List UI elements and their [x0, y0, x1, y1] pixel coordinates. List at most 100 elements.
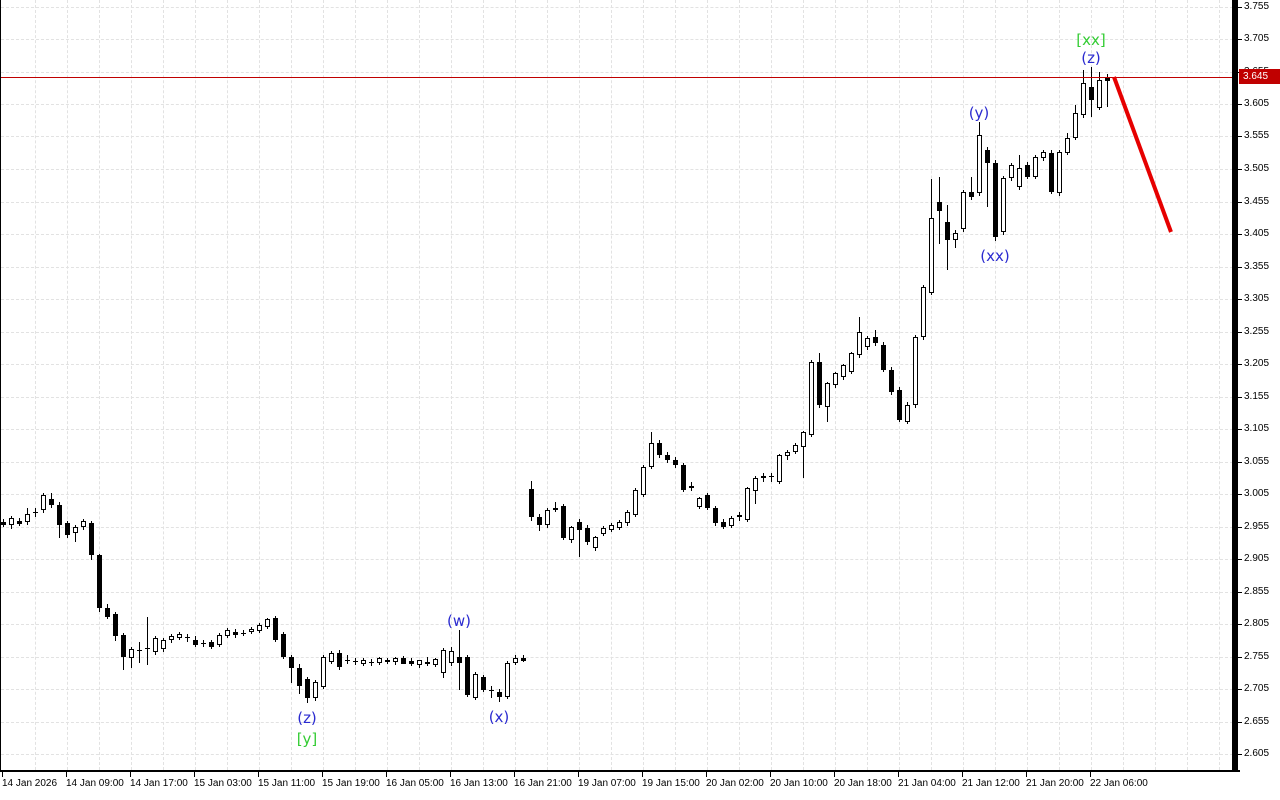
candle-body	[665, 455, 670, 460]
price-label: 2.905	[1244, 553, 1270, 564]
horizontal-price-line[interactable]	[1, 77, 1233, 78]
gridline-horizontal	[1, 104, 1233, 105]
candle-body	[937, 202, 942, 211]
candle-body	[33, 512, 38, 513]
candle-body	[249, 629, 254, 632]
candle-body	[97, 555, 102, 608]
candle-body	[553, 508, 558, 510]
time-tick	[898, 772, 899, 777]
wave-label-z[interactable]: (z)	[1081, 49, 1101, 67]
price-tick	[1238, 527, 1242, 528]
gridline-vertical	[547, 0, 548, 770]
wave-label-w[interactable]: (w)	[447, 612, 471, 630]
gridline-horizontal	[1, 169, 1233, 170]
gridline-horizontal	[1, 39, 1233, 40]
gridline-horizontal	[1, 267, 1233, 268]
price-axis-bar	[1232, 0, 1238, 772]
price-tick	[1238, 754, 1242, 755]
price-tick	[1238, 234, 1242, 235]
candle-body	[497, 692, 502, 697]
price-label: 3.205	[1244, 358, 1270, 369]
gridline-vertical	[419, 0, 420, 770]
candle-body	[625, 512, 630, 523]
candle-body	[81, 521, 86, 527]
candle-body	[73, 527, 78, 533]
price-tick	[1238, 624, 1242, 625]
price-tick	[1238, 592, 1242, 593]
candle-body	[297, 668, 302, 686]
gridline-horizontal	[1, 7, 1233, 8]
candle-body	[137, 650, 142, 651]
wave-label-y[interactable]: (y)	[968, 104, 990, 122]
candle-body	[1073, 113, 1078, 138]
candle-body	[425, 662, 430, 664]
candle-body	[265, 619, 270, 627]
candle-body	[521, 658, 526, 661]
wave-label-y[interactable]: [y]	[296, 730, 318, 748]
candle-wick	[75, 525, 76, 542]
time-label: 19 Jan 15:00	[642, 778, 700, 789]
gridline-vertical	[931, 0, 932, 770]
wave-label-xx[interactable]: [xx]	[1076, 31, 1106, 49]
price-label: 2.805	[1244, 618, 1270, 629]
candle-body	[1097, 80, 1102, 108]
price-label: 3.155	[1244, 391, 1270, 402]
candle-body	[865, 338, 870, 347]
gridline-vertical	[483, 0, 484, 770]
candle-wick	[1107, 74, 1108, 107]
wave-label-xx[interactable]: (xx)	[980, 247, 1010, 265]
candle-body	[417, 660, 422, 665]
candle-body	[801, 432, 806, 447]
candle-body	[529, 489, 534, 517]
time-label: 21 Jan 04:00	[898, 778, 956, 789]
gridline-vertical	[515, 0, 516, 770]
candle-wick	[427, 657, 428, 666]
gridline-vertical	[643, 0, 644, 770]
wave-label-z[interactable]: (z)	[297, 709, 317, 727]
price-label: 2.655	[1244, 716, 1270, 727]
candle-body	[617, 522, 622, 528]
candle-body	[953, 233, 958, 240]
gridline-horizontal	[1, 299, 1233, 300]
candle-body	[889, 370, 894, 392]
price-tick	[1238, 202, 1242, 203]
candle-body	[745, 488, 750, 520]
gridline-vertical	[867, 0, 868, 770]
price-label: 3.055	[1244, 456, 1270, 467]
candle-body	[1, 522, 6, 525]
gridline-horizontal	[1, 657, 1233, 658]
candle-wick	[147, 617, 148, 665]
time-tick	[1026, 772, 1027, 777]
gridline-vertical	[899, 0, 900, 770]
candle-body	[769, 476, 774, 477]
price-tick	[1238, 7, 1242, 8]
candle-wick	[771, 473, 772, 482]
time-tick	[1090, 772, 1091, 777]
candle-body	[993, 163, 998, 237]
candle-body	[737, 515, 742, 517]
candle-body	[305, 679, 310, 698]
wave-label-x[interactable]: (x)	[488, 708, 510, 726]
price-label: 3.405	[1244, 228, 1270, 239]
trendline[interactable]	[1112, 76, 1173, 233]
gridline-horizontal	[1, 494, 1233, 495]
candle-body	[505, 663, 510, 697]
candle-body	[281, 634, 286, 657]
candle-body	[321, 657, 326, 687]
candle-body	[457, 657, 462, 663]
price-label: 2.705	[1244, 683, 1270, 694]
gridline-vertical	[291, 0, 292, 770]
candle-body	[1089, 87, 1094, 100]
plot-area[interactable]: (z) [y] (w) (x) (y) (xx) (z) [xx]	[0, 0, 1233, 772]
candle-body	[561, 506, 566, 538]
candle-body	[601, 528, 606, 534]
gridline-vertical	[707, 0, 708, 770]
candle-body	[225, 630, 230, 636]
candle-body	[9, 518, 14, 525]
candle-body	[1105, 78, 1110, 81]
candle-body	[273, 618, 278, 640]
gridline-vertical	[1219, 0, 1220, 770]
candle-body	[345, 660, 350, 661]
candle-body	[681, 465, 686, 490]
gridline-vertical	[131, 0, 132, 770]
